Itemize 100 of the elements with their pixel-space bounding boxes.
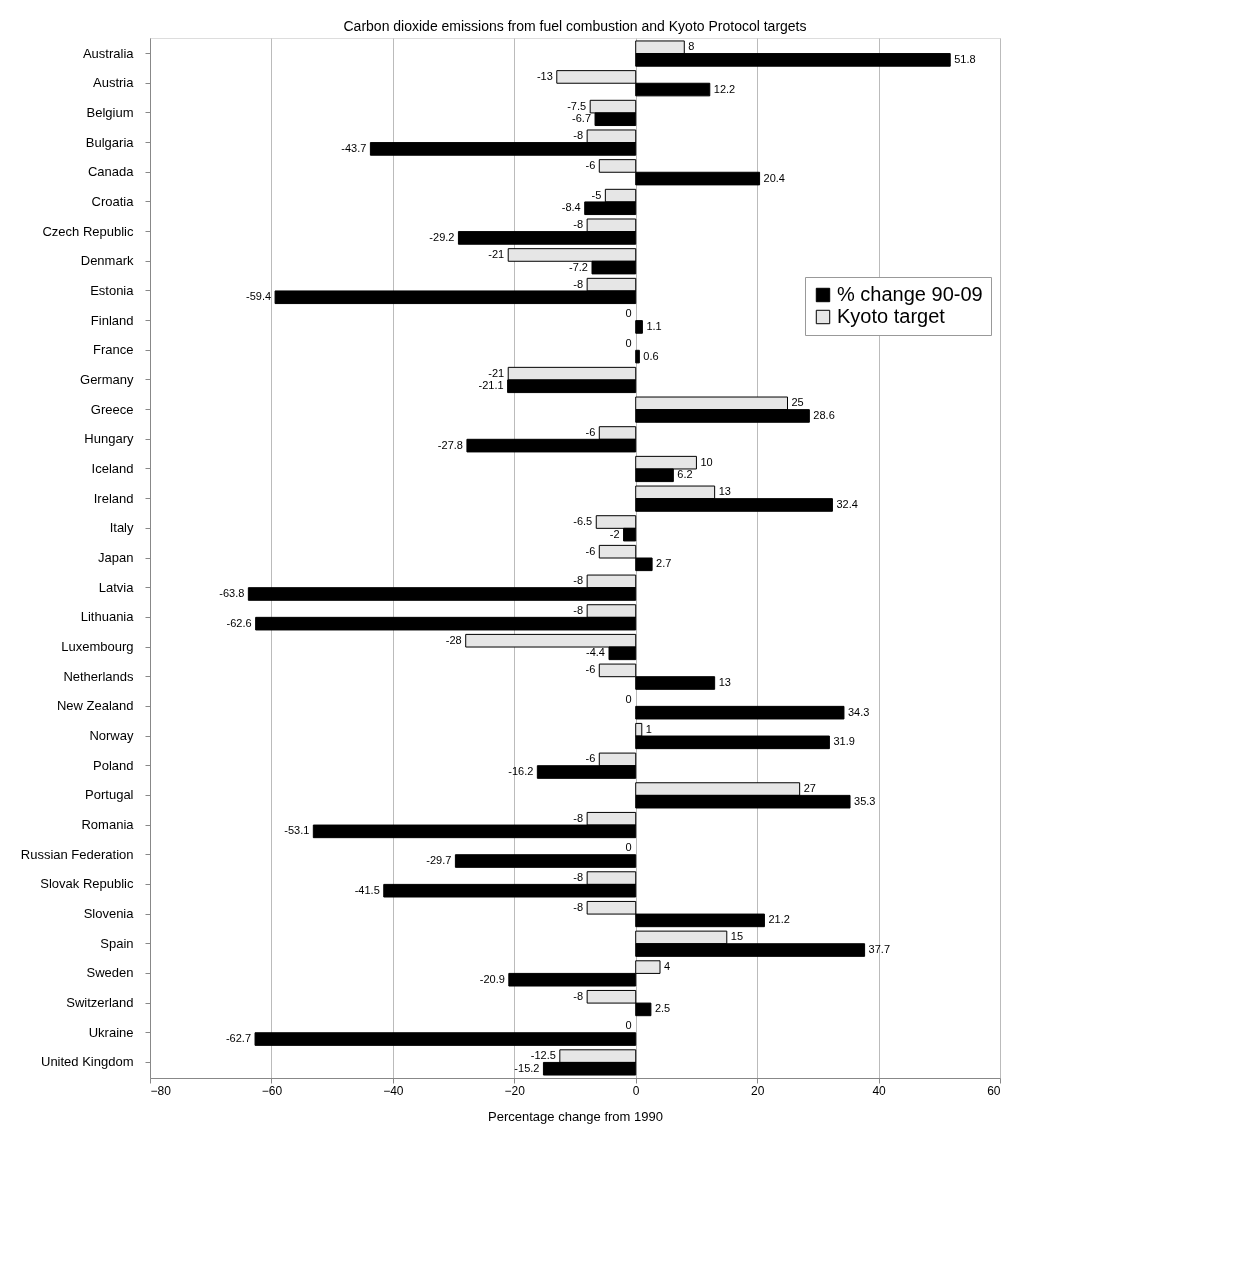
data-label: -12.5 xyxy=(530,1049,556,1062)
data-label: -13 xyxy=(536,69,553,82)
data-label: 6.2 xyxy=(677,468,693,481)
legend-label: % change 90-09 xyxy=(837,283,983,305)
y-tick-label: Ukraine xyxy=(88,1024,134,1040)
data-label: -8 xyxy=(573,604,584,617)
data-label: 12.2 xyxy=(713,82,736,95)
data-label: -15.2 xyxy=(514,1061,540,1074)
y-tick-label: Norway xyxy=(89,728,134,744)
legend-label: Kyoto target xyxy=(837,305,946,327)
data-label: -8 xyxy=(573,277,584,290)
y-tick-label: Netherlands xyxy=(63,668,134,684)
x-tick-label: −60 xyxy=(261,1083,283,1098)
x-tick-label: −40 xyxy=(383,1083,404,1098)
y-tick-label: Australia xyxy=(82,45,135,61)
data-label: 13 xyxy=(718,485,731,498)
data-label: 51.8 xyxy=(954,52,976,65)
data-label: -8 xyxy=(573,811,584,824)
y-tick-label: Austria xyxy=(93,75,135,91)
data-label: -7.5 xyxy=(567,99,587,112)
data-label: -28 xyxy=(445,633,462,646)
data-label: -2 xyxy=(609,527,620,540)
y-tick-label: Italy xyxy=(109,520,134,536)
data-label: -8 xyxy=(573,574,584,587)
y-tick-label: Czech Republic xyxy=(42,223,134,239)
data-label: -63.8 xyxy=(219,586,245,599)
y-tick-label: Slovenia xyxy=(83,906,135,922)
data-label: -21 xyxy=(488,247,505,260)
data-label: -6 xyxy=(585,158,596,171)
y-tick-label: Hungary xyxy=(84,431,134,447)
data-label: -21.1 xyxy=(478,379,504,392)
y-tick-label: Russian Federation xyxy=(20,846,134,862)
data-label: 35.3 xyxy=(854,794,876,807)
data-label: 31.9 xyxy=(833,735,855,748)
data-label: -8 xyxy=(573,989,584,1002)
data-label: 0.6 xyxy=(643,349,659,362)
data-label: 0 xyxy=(625,841,632,854)
data-label: -6 xyxy=(585,663,596,676)
data-label: 1 xyxy=(645,722,652,735)
y-tick-label: Estonia xyxy=(90,282,135,298)
y-tick-label: Belgium xyxy=(86,104,134,120)
y-tick-label: Finland xyxy=(90,312,134,328)
data-label: -5 xyxy=(591,188,602,201)
data-label: -6 xyxy=(585,426,596,439)
data-label: -8 xyxy=(573,129,584,142)
y-tick-label: Romania xyxy=(81,817,135,833)
data-label: 20.4 xyxy=(763,171,785,184)
x-tick-label: 20 xyxy=(750,1083,765,1098)
data-label: -59.4 xyxy=(245,290,272,303)
data-label: 0 xyxy=(625,1019,632,1032)
data-label: -8 xyxy=(573,218,584,231)
data-label: -29.2 xyxy=(429,230,455,243)
x-tick-label: 40 xyxy=(872,1083,887,1098)
data-label: -6.5 xyxy=(573,515,593,528)
y-tick-label: Bulgaria xyxy=(85,134,135,150)
y-tick-label: Portugal xyxy=(85,787,134,803)
data-label: -7.2 xyxy=(569,260,588,273)
y-tick-label: Germany xyxy=(80,371,134,387)
data-label: -21 xyxy=(488,366,505,379)
y-tick-label: Spain xyxy=(100,935,134,951)
y-tick-label: Ireland xyxy=(93,490,134,506)
data-label: -41.5 xyxy=(354,883,380,896)
y-tick-label: Slovak Republic xyxy=(40,876,134,892)
y-tick-label: New Zealand xyxy=(56,698,134,714)
y-tick-label: Latvia xyxy=(98,579,135,595)
data-label: 1.1 xyxy=(646,319,662,332)
y-tick-label: Iceland xyxy=(91,460,134,476)
y-tick-label: Denmark xyxy=(80,253,134,269)
data-label: -6 xyxy=(585,544,596,557)
data-label: 0 xyxy=(625,336,632,349)
data-label: -43.7 xyxy=(341,141,367,154)
y-tick-label: Poland xyxy=(93,757,134,773)
data-label: 32.4 xyxy=(836,497,858,510)
data-label: -6.7 xyxy=(572,112,592,125)
data-label: 10 xyxy=(700,455,713,468)
y-tick-label: Japan xyxy=(98,550,134,565)
data-label: 0 xyxy=(625,693,632,706)
y-tick-label: Sweden xyxy=(86,965,134,981)
y-tick-label: Canada xyxy=(87,164,135,180)
data-label: -20.9 xyxy=(479,972,505,985)
y-tick-label: United Kingdom xyxy=(41,1054,134,1070)
data-label: 34.3 xyxy=(847,705,870,718)
data-label: -6 xyxy=(585,752,596,765)
data-label: 15 xyxy=(730,930,744,943)
y-tick-label: France xyxy=(93,342,134,358)
y-tick-label: Croatia xyxy=(91,193,135,209)
data-label: 8 xyxy=(688,40,695,53)
y-tick-label: Switzerland xyxy=(66,995,134,1011)
data-label: 27 xyxy=(803,782,816,795)
x-tick-label: −80 xyxy=(150,1083,172,1098)
data-label: 4 xyxy=(664,960,671,973)
data-label: -53.1 xyxy=(284,824,310,837)
y-tick-label: Lithuania xyxy=(80,609,135,625)
data-label: 2.5 xyxy=(654,1002,671,1015)
data-label: 21.2 xyxy=(768,913,790,926)
data-label: -62.7 xyxy=(225,1032,252,1045)
x-tick-label: 0 xyxy=(632,1083,640,1098)
data-label: 2.7 xyxy=(656,557,672,570)
data-label: 37.7 xyxy=(868,943,891,956)
y-tick-label: Luxembourg xyxy=(61,639,134,655)
